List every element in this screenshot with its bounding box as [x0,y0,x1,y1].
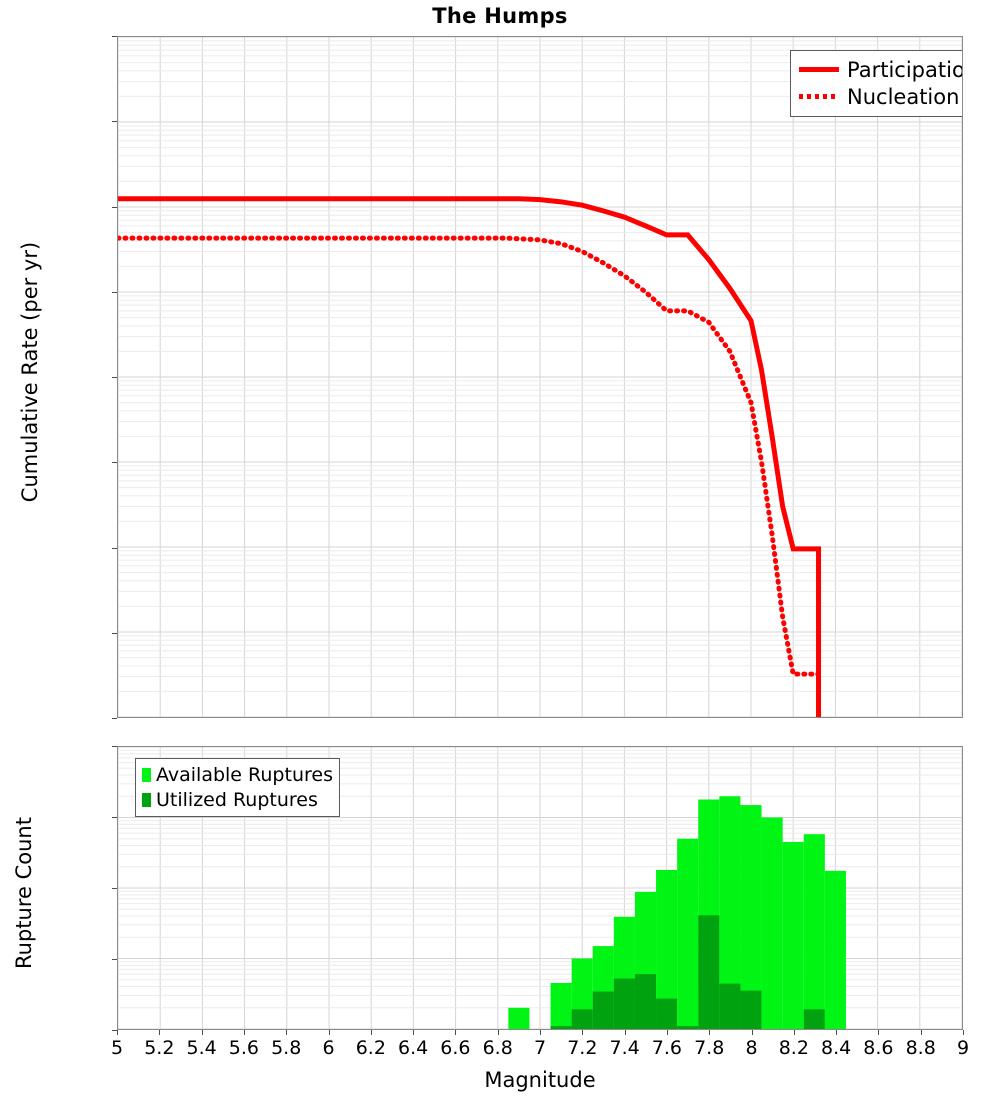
x-tick-mark [497,1030,499,1035]
x-tick-mark [243,1030,245,1035]
legend-item-utilized-ruptures[interactable]: Utilized Ruptures [142,787,333,812]
legend-item-nucleation[interactable]: Nucleation [799,83,962,110]
y-tick-mark [112,36,117,37]
utilized-ruptures-swatch-icon [142,792,151,807]
x-tick-mark [286,1030,288,1035]
top-panel-y-axis-label: Cumulative Rate (per yr) [18,241,42,503]
x-tick-label: 5.4 [186,1037,217,1059]
x-tick-label: 7.2 [567,1037,598,1059]
x-tick-mark [117,1030,118,1035]
y-tick-mark [112,718,117,719]
x-tick-label: 7.4 [609,1037,640,1059]
y-tick-mark [112,462,117,464]
bottom-panel-legend[interactable]: Available Ruptures Utilized Ruptures [135,758,340,817]
y-tick-mark [112,291,117,293]
top-panel-curves [118,196,822,717]
legend-label-participation: Participation [847,57,962,82]
legend-item-available-ruptures[interactable]: Available Ruptures [142,762,333,787]
x-tick-mark [666,1030,668,1035]
x-tick-label: 9 [956,1037,970,1059]
x-tick-mark [793,1030,795,1035]
x-tick-mark [751,1030,753,1035]
x-tick-label: 6 [322,1037,335,1059]
x-tick-mark [963,1030,964,1035]
bottom-panel-plot-area: Available Ruptures Utilized Ruptures [117,746,963,1030]
x-tick-label: 7.6 [651,1037,682,1059]
x-tick-mark [878,1030,880,1035]
x-tick-mark [413,1030,415,1035]
bottom-panel-bars [508,796,846,1029]
x-tick-label: 6.6 [440,1037,471,1059]
top-panel-gridlines [118,37,962,717]
x-axis-label: Magnitude [484,1068,596,1092]
y-tick-mark [112,377,117,378]
x-tick-mark [455,1030,457,1035]
x-tick-mark [709,1030,711,1035]
y-tick-mark [112,547,117,549]
x-tick-mark [370,1030,372,1035]
available-ruptures-swatch-icon [142,767,151,782]
x-tick-label: 5.2 [144,1037,175,1059]
x-tick-mark [328,1030,330,1035]
x-tick-label: 7.8 [694,1037,725,1059]
legend-label-available-ruptures: Available Ruptures [156,763,333,786]
y-tick-mark [112,817,117,818]
bottom-panel-y-axis-label: Rupture Count [12,817,36,969]
y-tick-mark [112,632,117,634]
x-tick-label: 6.8 [482,1037,513,1059]
y-tick-mark [112,206,117,208]
y-tick-mark [112,746,117,747]
top-panel-plot-area: Participation Nucleation [117,36,963,718]
legend-label-utilized-ruptures: Utilized Ruptures [156,788,318,811]
x-tick-label: 5.8 [271,1037,302,1059]
x-tick-label: 8.8 [905,1037,936,1059]
x-tick-label: 8.2 [778,1037,809,1059]
legend-label-nucleation: Nucleation [847,84,960,109]
x-tick-mark [540,1030,541,1035]
x-tick-label: 8.4 [820,1037,852,1059]
nucleation-dotted-line-swatch-icon [799,94,839,99]
x-tick-label: 8 [745,1037,758,1059]
x-tick-label: 5.6 [228,1037,259,1059]
x-tick-label: 5 [110,1037,124,1059]
y-tick-mark [112,888,117,889]
legend-item-participation[interactable]: Participation [799,56,962,83]
x-tick-label: 8.6 [863,1037,894,1059]
x-tick-mark [624,1030,626,1035]
x-tick-label: 6.2 [355,1037,386,1059]
participation-line-swatch-icon [799,67,839,72]
x-tick-mark [201,1030,203,1035]
x-tick-mark [920,1030,922,1035]
x-tick-mark [582,1030,584,1035]
y-tick-mark [112,959,117,960]
y-tick-mark [112,1030,117,1031]
x-tick-label: 7 [533,1037,547,1059]
x-tick-label: 6.4 [397,1037,429,1059]
figure-title: The Humps [432,4,568,28]
y-tick-mark [112,121,117,123]
x-tick-mark [836,1030,838,1035]
top-panel-legend[interactable]: Participation Nucleation [790,50,962,117]
x-tick-mark [159,1030,161,1035]
